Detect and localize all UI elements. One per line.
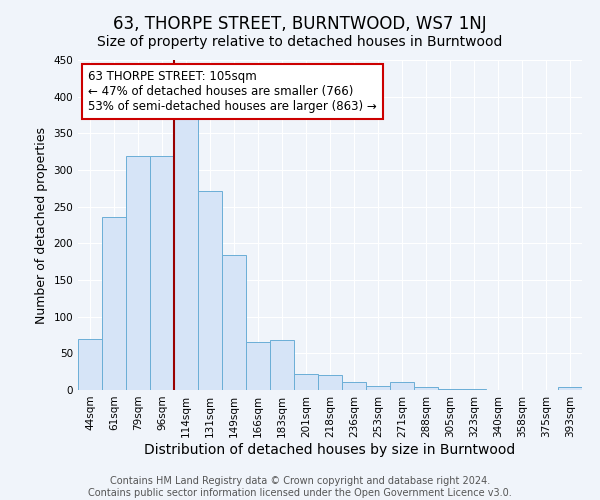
Bar (150, 156, 174, 390)
Bar (102, 217, 126, 390)
Bar (174, 118, 198, 390)
Text: 63, THORPE STREET, BURNTWOOD, WS7 1NJ: 63, THORPE STREET, BURNTWOOD, WS7 1NJ (113, 15, 487, 33)
Bar (126, 156, 150, 390)
Bar (342, 382, 366, 390)
Text: Contains HM Land Registry data © Crown copyright and database right 2024.
Contai: Contains HM Land Registry data © Crown c… (88, 476, 512, 498)
Bar (270, 340, 294, 390)
Bar (366, 386, 390, 390)
Text: Size of property relative to detached houses in Burntwood: Size of property relative to detached ho… (97, 35, 503, 49)
Bar (78, 338, 102, 390)
Bar (198, 190, 222, 390)
Bar (294, 374, 318, 390)
Text: 63 THORPE STREET: 105sqm
← 47% of detached houses are smaller (766)
53% of semi-: 63 THORPE STREET: 105sqm ← 47% of detach… (88, 70, 377, 113)
Bar (318, 376, 342, 390)
Bar (558, 387, 582, 390)
Bar (414, 387, 438, 390)
Bar (222, 255, 246, 390)
X-axis label: Distribution of detached houses by size in Burntwood: Distribution of detached houses by size … (145, 442, 515, 456)
Bar (246, 342, 270, 390)
Bar (390, 382, 414, 390)
Y-axis label: Number of detached properties: Number of detached properties (35, 126, 48, 324)
